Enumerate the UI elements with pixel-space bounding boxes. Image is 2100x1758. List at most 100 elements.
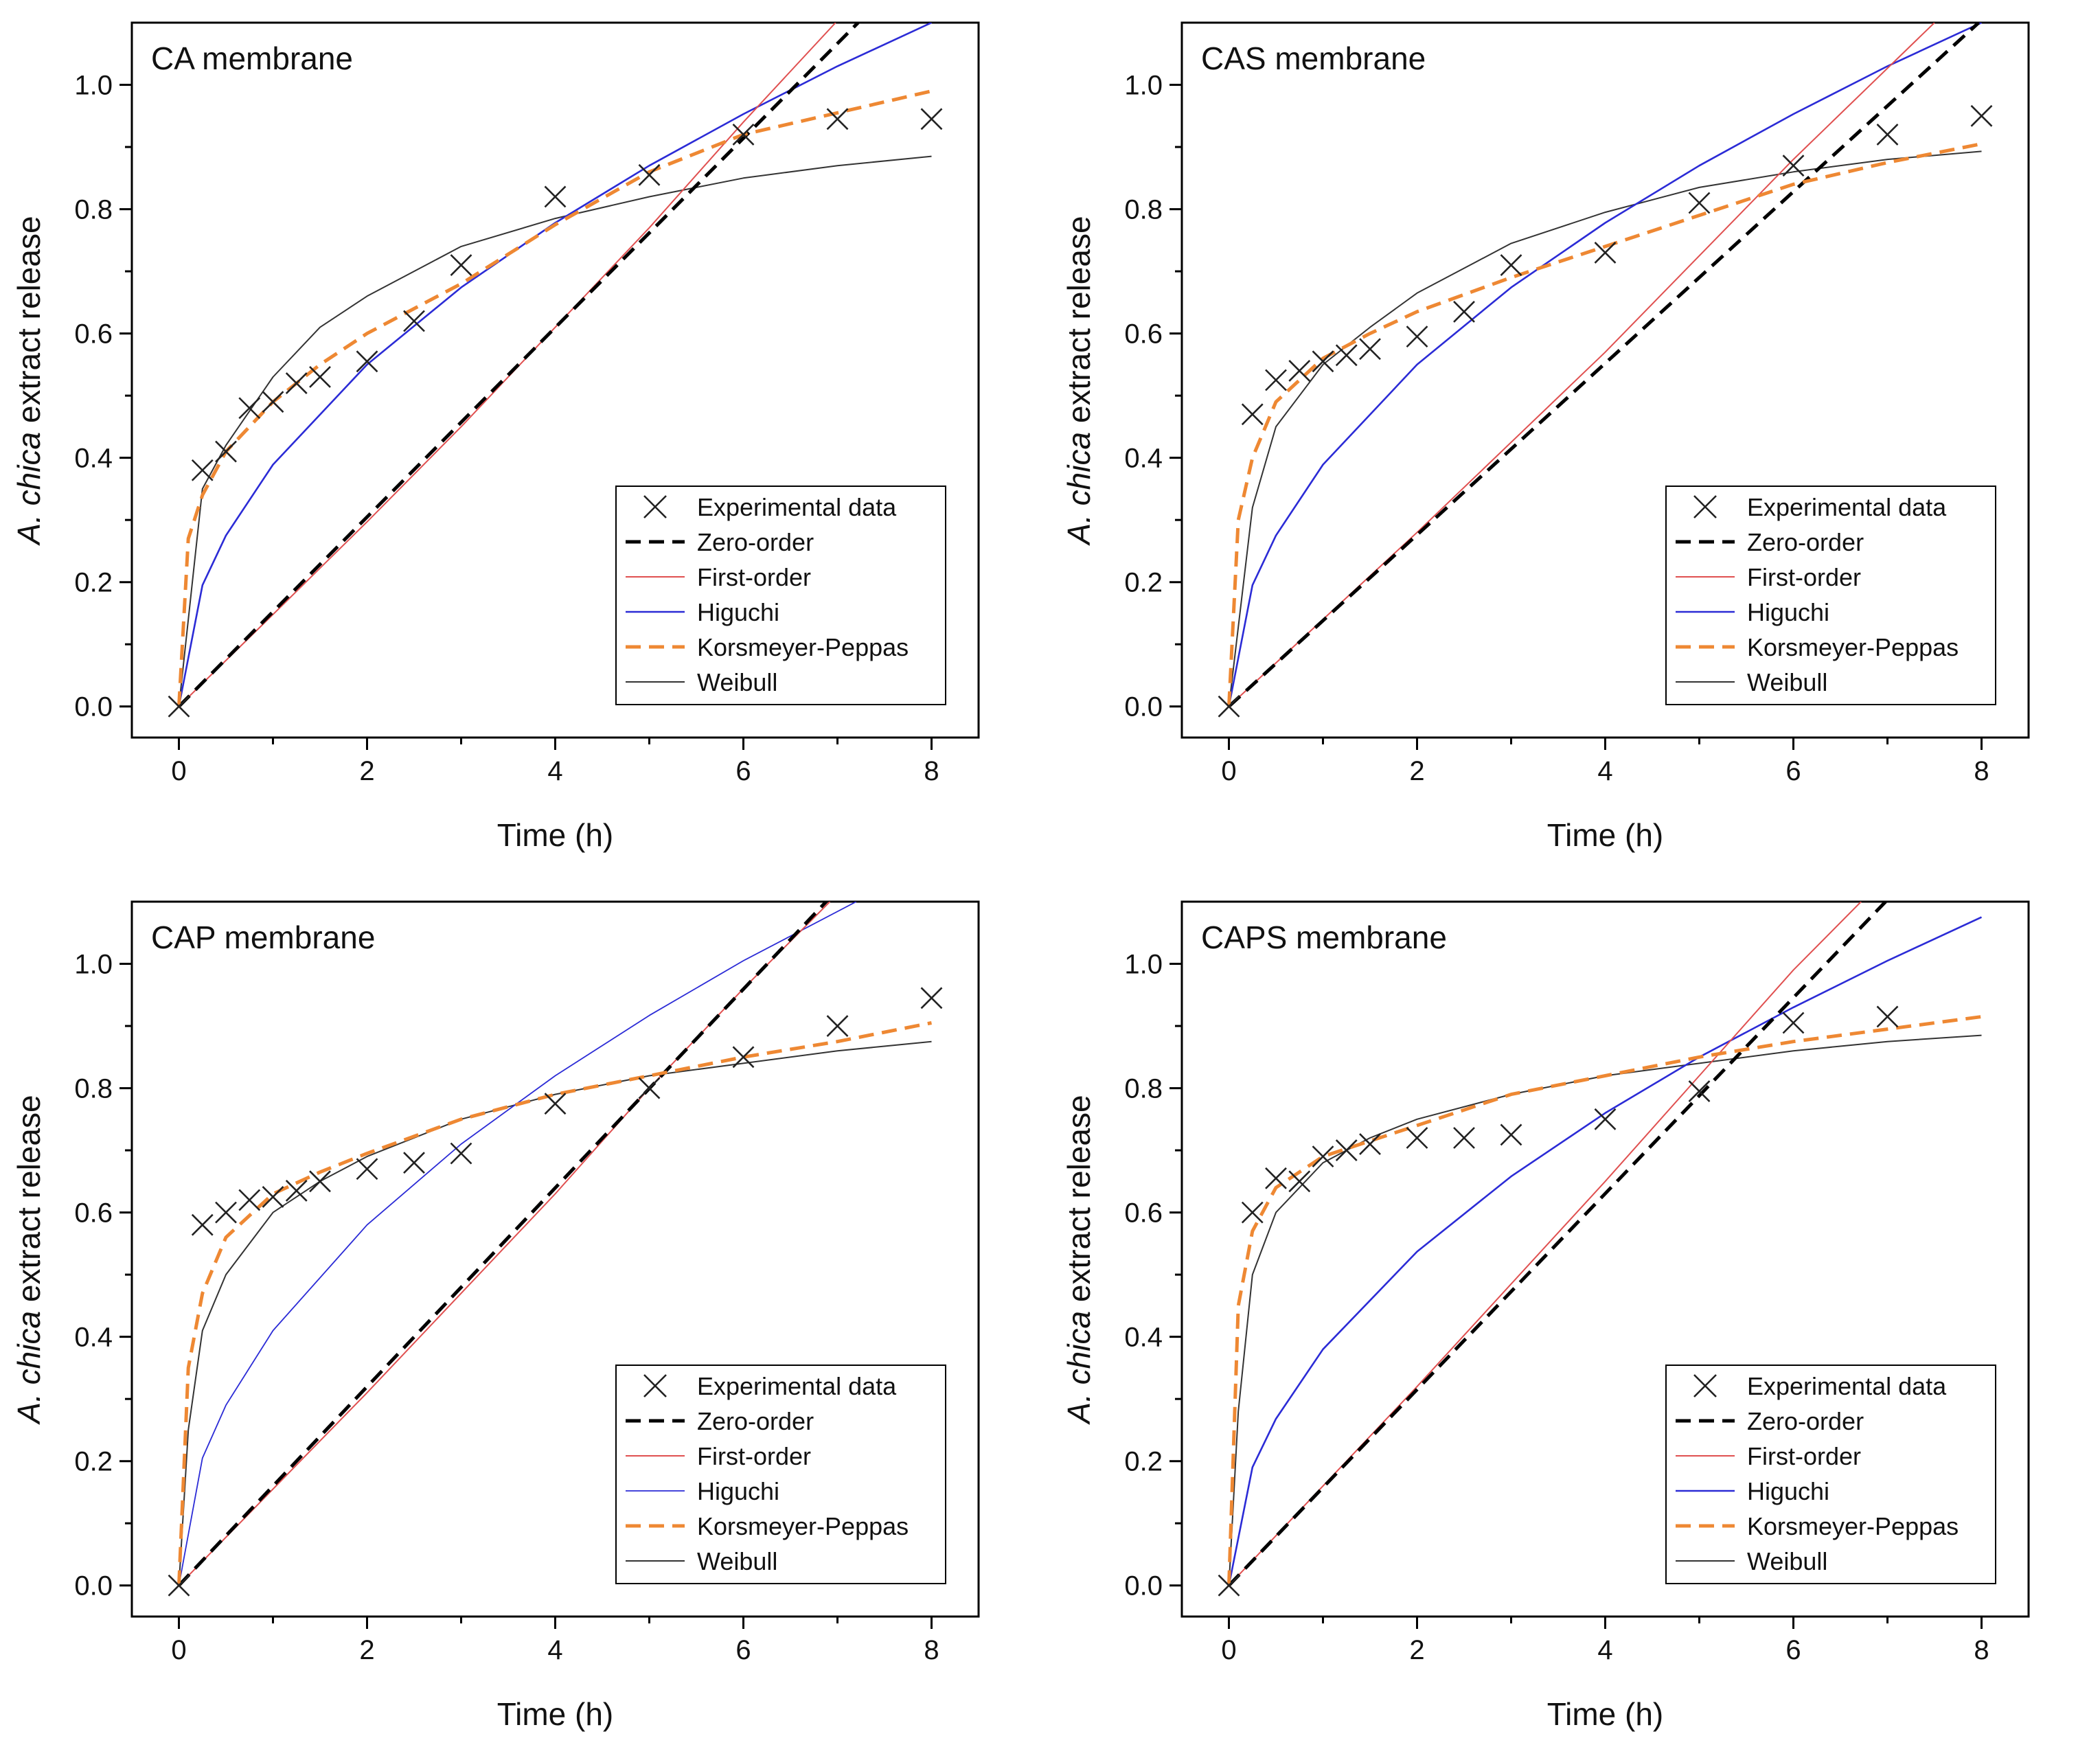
x-tick-label: 2	[359, 756, 374, 786]
x-tick-label: 4	[547, 756, 562, 786]
experimental-point	[1359, 338, 1381, 361]
y-axis-title-species: A. chica	[1061, 432, 1097, 547]
experimental-point	[403, 310, 425, 332]
legend-label: Korsmeyer-Peppas	[1747, 1512, 1959, 1540]
legend-swatch-experimental	[1693, 1374, 1717, 1397]
legend-label: Higuchi	[697, 1477, 779, 1505]
experimental-point	[732, 1046, 755, 1069]
y-tick-label: 0.8	[74, 1074, 113, 1104]
series-line-zero-order	[1227, 23, 1981, 708]
experimental-point	[826, 1015, 849, 1037]
experimental-point	[1876, 1005, 1899, 1028]
panel-title: CAP membrane	[151, 920, 375, 955]
experimental-point	[238, 397, 261, 420]
y-tick-label: 0.6	[1124, 1198, 1163, 1229]
experimental-point	[1218, 1574, 1240, 1597]
y-tick-label: 0.0	[74, 1571, 113, 1601]
chart-caps: 0 2 4 6 8 0.0 0.2 0.4 0.6 0.8 1.0 Time (h) A. chica …	[1061, 900, 2030, 1732]
legend-label: Higuchi	[697, 598, 779, 626]
y-tick-label: 0.2	[74, 1447, 113, 1477]
series-line-korsmeyer-peppas	[1227, 1015, 1982, 1586]
x-tick-label: 2	[359, 1635, 374, 1665]
experimental-point	[1876, 124, 1899, 146]
y-tick-label: 0.4	[1124, 444, 1163, 474]
experimental-point	[1335, 1139, 1358, 1162]
experimental-point	[1594, 242, 1617, 264]
x-tick-label: 0	[1221, 1635, 1236, 1665]
experimental-point	[1453, 301, 1475, 323]
legend-swatch-experimental	[1693, 495, 1717, 518]
chart-panel-caps: 0 2 4 6 8 0.0 0.2 0.4 0.6 0.8 1.0 Time (h) A. chica …	[1050, 879, 2100, 1758]
x-axis-title: Time (h)	[497, 817, 614, 853]
experimental-point	[1782, 155, 1805, 177]
x-tick-label: 8	[924, 1635, 939, 1665]
y-axis-title-rest: extract release	[1061, 1095, 1097, 1310]
chart-panel-cap: 0 2 4 6 8 0.0 0.2 0.4 0.6 0.8 1.0 Time (h) A. chica …	[0, 879, 1050, 1758]
y-tick-label: 1.0	[1124, 950, 1163, 980]
legend-swatch-experimental	[643, 495, 667, 518]
y-axis-title: A. chica extract release	[1061, 216, 1097, 546]
legend-label: Zero-order	[697, 528, 814, 556]
legend-label: Weibull	[697, 668, 777, 696]
experimental-point	[215, 440, 237, 463]
legend-label: Higuchi	[1747, 598, 1829, 626]
experimental-point	[1265, 1167, 1287, 1189]
x-tick-label: 0	[171, 1635, 186, 1665]
legend-swatch-experimental	[643, 1374, 667, 1397]
series-line-higuchi	[1228, 916, 1983, 1586]
experimental-point	[168, 695, 190, 718]
chart-panel-ca: 0 2 4 6 8 0.0 0.2 0.4 0.6 0.8 1.0 Time (h) A. chica …	[0, 0, 1050, 879]
legend-label: Korsmeyer-Peppas	[1747, 633, 1959, 661]
experimental-point	[168, 1574, 190, 1597]
experimental-point	[309, 366, 331, 388]
experimental-point	[638, 1077, 661, 1099]
experimental-point	[544, 1093, 567, 1115]
experimental-point	[1241, 403, 1264, 426]
experimental-point	[262, 391, 284, 413]
y-tick-label: 0.0	[1124, 692, 1163, 722]
y-tick-label: 0.4	[74, 1323, 113, 1353]
y-tick-label: 1.0	[74, 950, 113, 980]
y-axis-title-species: A. chica	[11, 1311, 47, 1426]
series-line-zero-order	[177, 902, 828, 1587]
series-line-korsmeyer-peppas	[1227, 142, 1982, 707]
experimental-point	[215, 1201, 237, 1224]
legend-label: First-order	[697, 563, 811, 591]
experimental-point	[262, 1186, 284, 1208]
y-tick-label: 1.0	[1124, 71, 1163, 101]
y-tick-label: 0.8	[1124, 195, 1163, 225]
y-axis-title-rest: extract release	[11, 1095, 47, 1310]
y-axis-title-rest: extract release	[11, 216, 47, 431]
legend-box	[1665, 486, 1996, 705]
y-tick-label: 0.0	[1124, 1571, 1163, 1601]
y-axis-title-species: A. chica	[1061, 1311, 1097, 1426]
experimental-point	[356, 350, 378, 373]
legend-label: Zero-order	[1747, 528, 1864, 556]
y-axis-title: A. chica extract release	[11, 216, 47, 546]
chart-panel-cas: 0 2 4 6 8 0.0 0.2 0.4 0.6 0.8 1.0 Time (h) A. chica …	[1050, 0, 2100, 879]
experimental-point	[356, 1158, 378, 1180]
legend-label: Higuchi	[1747, 1477, 1829, 1505]
experimental-point	[191, 1213, 214, 1236]
series-line-higuchi	[1228, 23, 1983, 707]
series-line-weibull	[178, 1040, 932, 1586]
legend-box	[615, 1365, 946, 1584]
x-tick-label: 8	[1974, 1635, 1989, 1665]
experimental-point	[1970, 104, 1993, 127]
legend-label: Weibull	[1747, 668, 1827, 696]
experimental-point	[285, 1180, 308, 1202]
experimental-point	[1500, 1123, 1522, 1146]
y-tick-label: 0.4	[1124, 1323, 1163, 1353]
experimental-point	[1406, 1127, 1428, 1149]
panel-title: CAPS membrane	[1201, 920, 1447, 955]
y-axis-title-species: A. chica	[11, 432, 47, 547]
x-axis-title: Time (h)	[1547, 817, 1664, 853]
experimental-point	[1688, 1080, 1711, 1103]
legend-box	[1665, 1365, 1996, 1584]
experimental-point	[1265, 369, 1287, 391]
x-axis-title: Time (h)	[1547, 1696, 1664, 1732]
y-axis-title: A. chica extract release	[11, 1095, 47, 1425]
x-tick-label: 6	[735, 756, 751, 786]
legend-label: Experimental data	[1747, 1372, 1947, 1400]
experimental-point	[403, 1152, 425, 1174]
